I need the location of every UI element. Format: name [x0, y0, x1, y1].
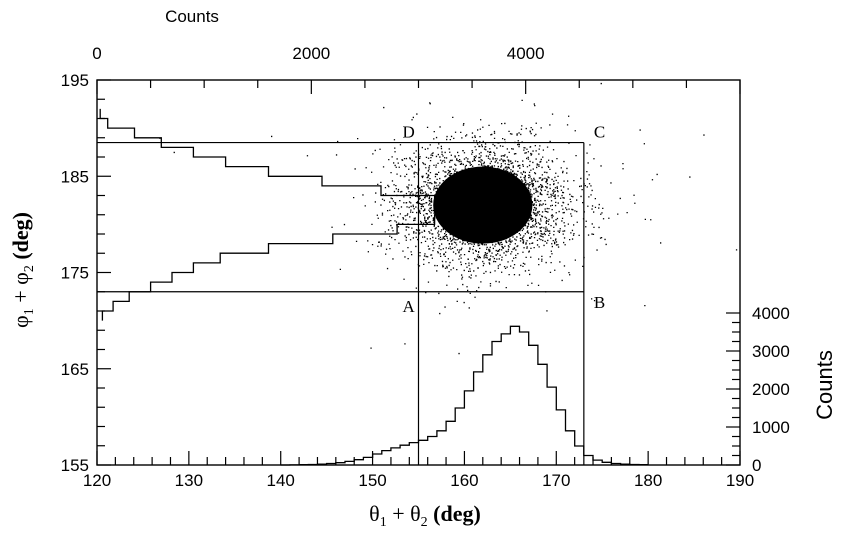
x-tick-label: 180: [634, 471, 662, 490]
y-axis-title-main: φ: [8, 315, 33, 328]
histograms: [99, 108, 649, 466]
x-axis-title-mid: + θ: [387, 501, 421, 526]
scatter-points: [159, 82, 738, 355]
right-axis-title: Counts: [812, 350, 837, 420]
x-tick-label: 140: [267, 471, 295, 490]
right-tick-label: 2000: [752, 380, 790, 399]
x-axis-title: θ1 + θ2 (deg): [369, 501, 481, 530]
y-tick-label: 175: [61, 264, 89, 283]
x-tick-label: 160: [450, 471, 478, 490]
y-tick-label: 195: [61, 71, 89, 90]
y-axis-title-unit: (deg): [8, 212, 33, 265]
x-axis-title-sub2: 2: [421, 515, 428, 530]
x-tick-label: 190: [726, 471, 754, 490]
x-tick-label: 130: [175, 471, 203, 490]
x-axis-title-main: θ: [369, 501, 380, 526]
y-axis-title-sub2: 2: [22, 265, 37, 272]
y-tick-label: 165: [61, 360, 89, 379]
histogram-y: [99, 108, 452, 321]
x-tick-label: 120: [83, 471, 111, 490]
y-axis-title-sub1: 1: [22, 308, 37, 315]
histogram-x: [280, 325, 649, 466]
corner-label-c: C: [594, 123, 605, 142]
right-tick-label: 4000: [752, 304, 790, 323]
cut-region: A B C D: [97, 123, 605, 465]
y-axis-title: φ1 + φ2 (deg): [8, 212, 37, 328]
right-tick-label: 1000: [752, 418, 790, 437]
corner-label-b: B: [594, 293, 605, 312]
right-tick-label: 3000: [752, 342, 790, 361]
x-tick-label: 170: [542, 471, 570, 490]
x-axis-title-sub1: 1: [380, 515, 387, 530]
top-tick-label: 4000: [507, 44, 545, 63]
corner-label-d: D: [403, 123, 415, 142]
y-tick-label: 185: [61, 167, 89, 186]
x-tick-label: 150: [358, 471, 386, 490]
y-tick-label: 155: [61, 456, 89, 475]
y-axis-title-mid: + φ: [8, 272, 33, 308]
corner-label-a: A: [403, 297, 416, 316]
right-tick-label: 0: [752, 456, 761, 475]
top-tick-label: 0: [92, 44, 101, 63]
axes: 120 130 140 150 160 170 180 1901551651751851950…: [61, 44, 790, 490]
top-tick-label: 2000: [292, 44, 330, 63]
x-axis-title-unit: (deg): [428, 501, 481, 526]
top-axis-title: Counts: [165, 7, 219, 26]
